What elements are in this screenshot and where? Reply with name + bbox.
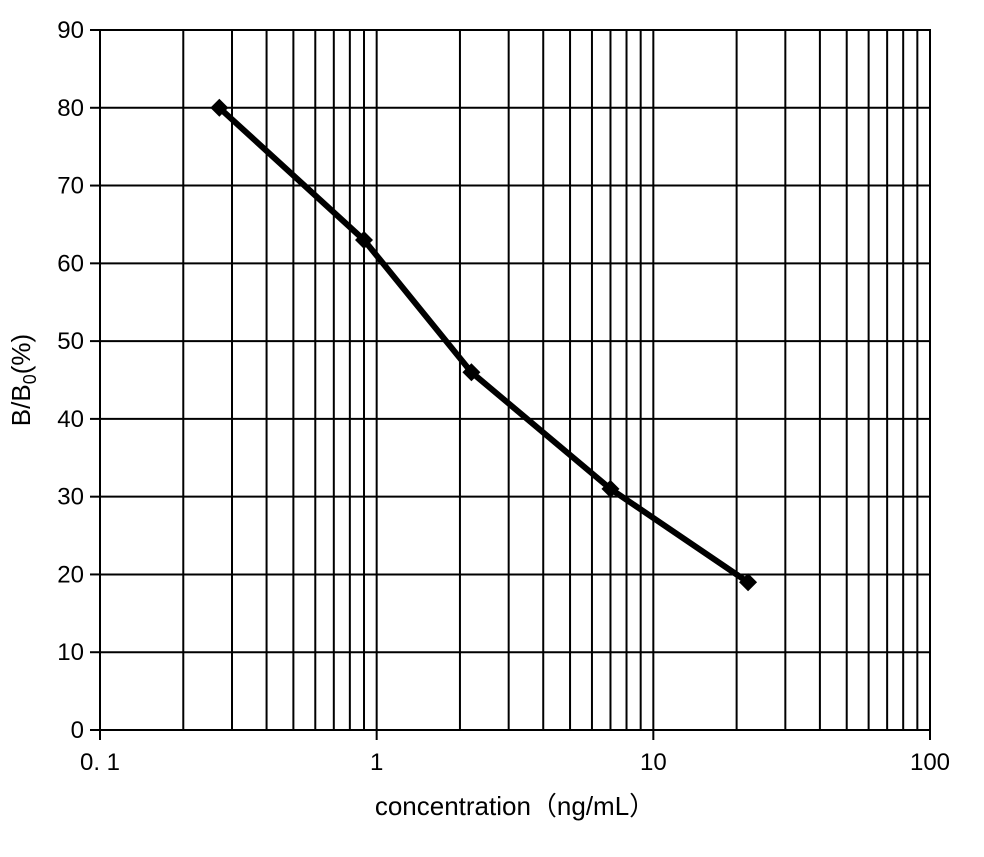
y-tick-label: 40 bbox=[57, 406, 84, 433]
chart-svg: 0. 1 1 10 100 0 10 20 30 40 50 60 70 80 90 concentrati… bbox=[0, 0, 984, 857]
y-tick-label: 20 bbox=[57, 561, 84, 588]
x-tick-label: 100 bbox=[910, 749, 950, 776]
y-axis-title: B/B0(%) bbox=[6, 334, 40, 426]
chart-container: 0. 1 1 10 100 0 10 20 30 40 50 60 70 80 90 concentrati… bbox=[0, 0, 984, 857]
y-tick-label: 90 bbox=[57, 17, 84, 44]
y-tick-label: 70 bbox=[57, 173, 84, 200]
x-tick-label: 10 bbox=[640, 749, 667, 776]
x-tick-label: 1 bbox=[370, 749, 383, 776]
x-axis-title: concentration（ng/mL） bbox=[375, 791, 655, 821]
y-tick-label: 80 bbox=[57, 95, 84, 122]
y-tick-label: 50 bbox=[57, 328, 84, 355]
y-tick-label: 30 bbox=[57, 484, 84, 511]
y-tick-label: 10 bbox=[57, 639, 84, 666]
y-tick-label: 0 bbox=[71, 717, 84, 744]
x-tick-label: 0. 1 bbox=[80, 749, 120, 776]
y-tick-label: 60 bbox=[57, 250, 84, 277]
